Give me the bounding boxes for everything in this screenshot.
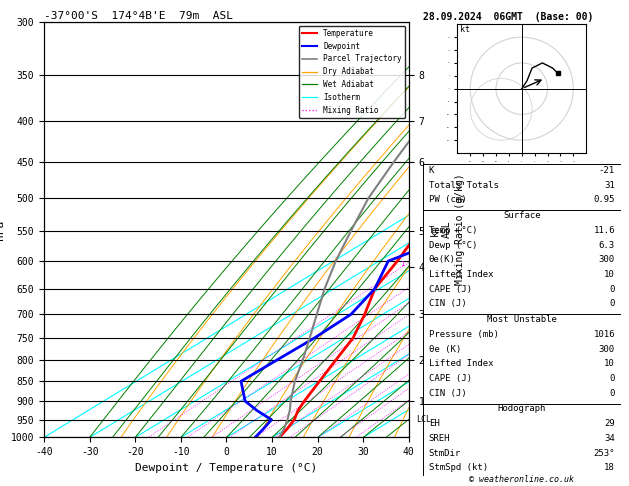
Text: 300: 300 bbox=[599, 255, 615, 264]
Y-axis label: hPa: hPa bbox=[0, 220, 5, 240]
Text: 300: 300 bbox=[599, 345, 615, 354]
Text: 29: 29 bbox=[604, 419, 615, 428]
Text: © weatheronline.co.uk: © weatheronline.co.uk bbox=[469, 474, 574, 484]
Text: 18: 18 bbox=[604, 464, 615, 472]
Text: LCL: LCL bbox=[416, 415, 431, 424]
Text: Most Unstable: Most Unstable bbox=[487, 315, 557, 324]
Text: 1016: 1016 bbox=[593, 330, 615, 339]
Text: 28.09.2024  06GMT  (Base: 00): 28.09.2024 06GMT (Base: 00) bbox=[423, 12, 593, 22]
Text: θe (K): θe (K) bbox=[428, 345, 461, 354]
Text: Pressure (mb): Pressure (mb) bbox=[428, 330, 499, 339]
Text: Lifted Index: Lifted Index bbox=[428, 270, 493, 279]
Text: 0: 0 bbox=[610, 374, 615, 383]
Text: 10: 10 bbox=[604, 359, 615, 368]
Text: Lifted Index: Lifted Index bbox=[428, 359, 493, 368]
Text: Hodograph: Hodograph bbox=[498, 404, 546, 414]
Text: Mixing Ratio (g/kg): Mixing Ratio (g/kg) bbox=[455, 174, 465, 285]
Text: Dewp (°C): Dewp (°C) bbox=[428, 241, 477, 249]
Text: PW (cm): PW (cm) bbox=[428, 195, 466, 205]
Text: CAPE (J): CAPE (J) bbox=[428, 374, 472, 383]
Text: 11.6: 11.6 bbox=[593, 226, 615, 235]
Text: K: K bbox=[428, 166, 434, 175]
Text: StmDir: StmDir bbox=[428, 449, 461, 458]
Text: -37°00'S  174°4B'E  79m  ASL: -37°00'S 174°4B'E 79m ASL bbox=[44, 11, 233, 21]
Text: -21: -21 bbox=[599, 166, 615, 175]
Text: Totals Totals: Totals Totals bbox=[428, 181, 499, 190]
Text: 6.3: 6.3 bbox=[599, 241, 615, 249]
Text: θe(K): θe(K) bbox=[428, 255, 455, 264]
Legend: Temperature, Dewpoint, Parcel Trajectory, Dry Adiabat, Wet Adiabat, Isotherm, Mi: Temperature, Dewpoint, Parcel Trajectory… bbox=[299, 26, 405, 118]
Text: SREH: SREH bbox=[428, 434, 450, 443]
Text: CIN (J): CIN (J) bbox=[428, 299, 466, 309]
Text: Surface: Surface bbox=[503, 211, 540, 220]
Text: 253°: 253° bbox=[593, 449, 615, 458]
Text: 0: 0 bbox=[610, 285, 615, 294]
Text: EH: EH bbox=[428, 419, 440, 428]
Text: 34: 34 bbox=[604, 434, 615, 443]
Text: CIN (J): CIN (J) bbox=[428, 389, 466, 398]
Text: 1: 1 bbox=[400, 261, 404, 267]
Y-axis label: km
ASL: km ASL bbox=[430, 221, 452, 239]
Text: 0: 0 bbox=[610, 299, 615, 309]
Text: Temp (°C): Temp (°C) bbox=[428, 226, 477, 235]
X-axis label: Dewpoint / Temperature (°C): Dewpoint / Temperature (°C) bbox=[135, 463, 318, 473]
Text: 10: 10 bbox=[604, 270, 615, 279]
Text: CAPE (J): CAPE (J) bbox=[428, 285, 472, 294]
Text: StmSpd (kt): StmSpd (kt) bbox=[428, 464, 487, 472]
Text: 0.95: 0.95 bbox=[593, 195, 615, 205]
Text: kt: kt bbox=[460, 25, 470, 34]
Text: 31: 31 bbox=[604, 181, 615, 190]
Text: 0: 0 bbox=[610, 389, 615, 398]
